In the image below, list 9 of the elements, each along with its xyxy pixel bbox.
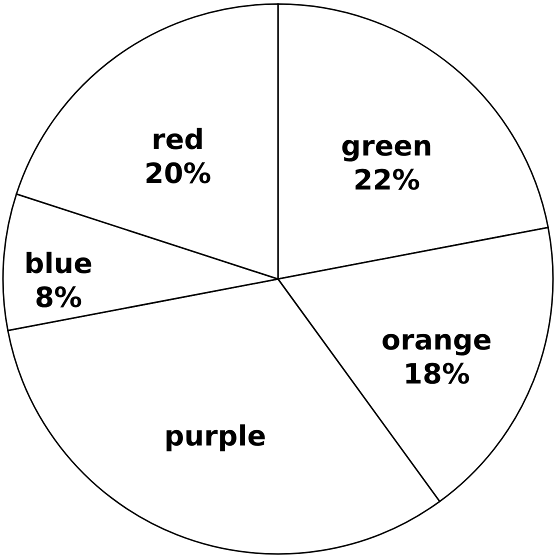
data-label: 8% (34, 281, 82, 314)
slice-label: purple (164, 420, 266, 453)
slice-label: red (151, 123, 204, 156)
slice-label: orange (381, 324, 492, 357)
data-label: 20% (144, 156, 212, 190)
data-label: 22% (353, 163, 420, 196)
data-label: 18% (403, 358, 470, 391)
slice-label: green (341, 130, 432, 163)
slice-label: blue (24, 247, 93, 280)
